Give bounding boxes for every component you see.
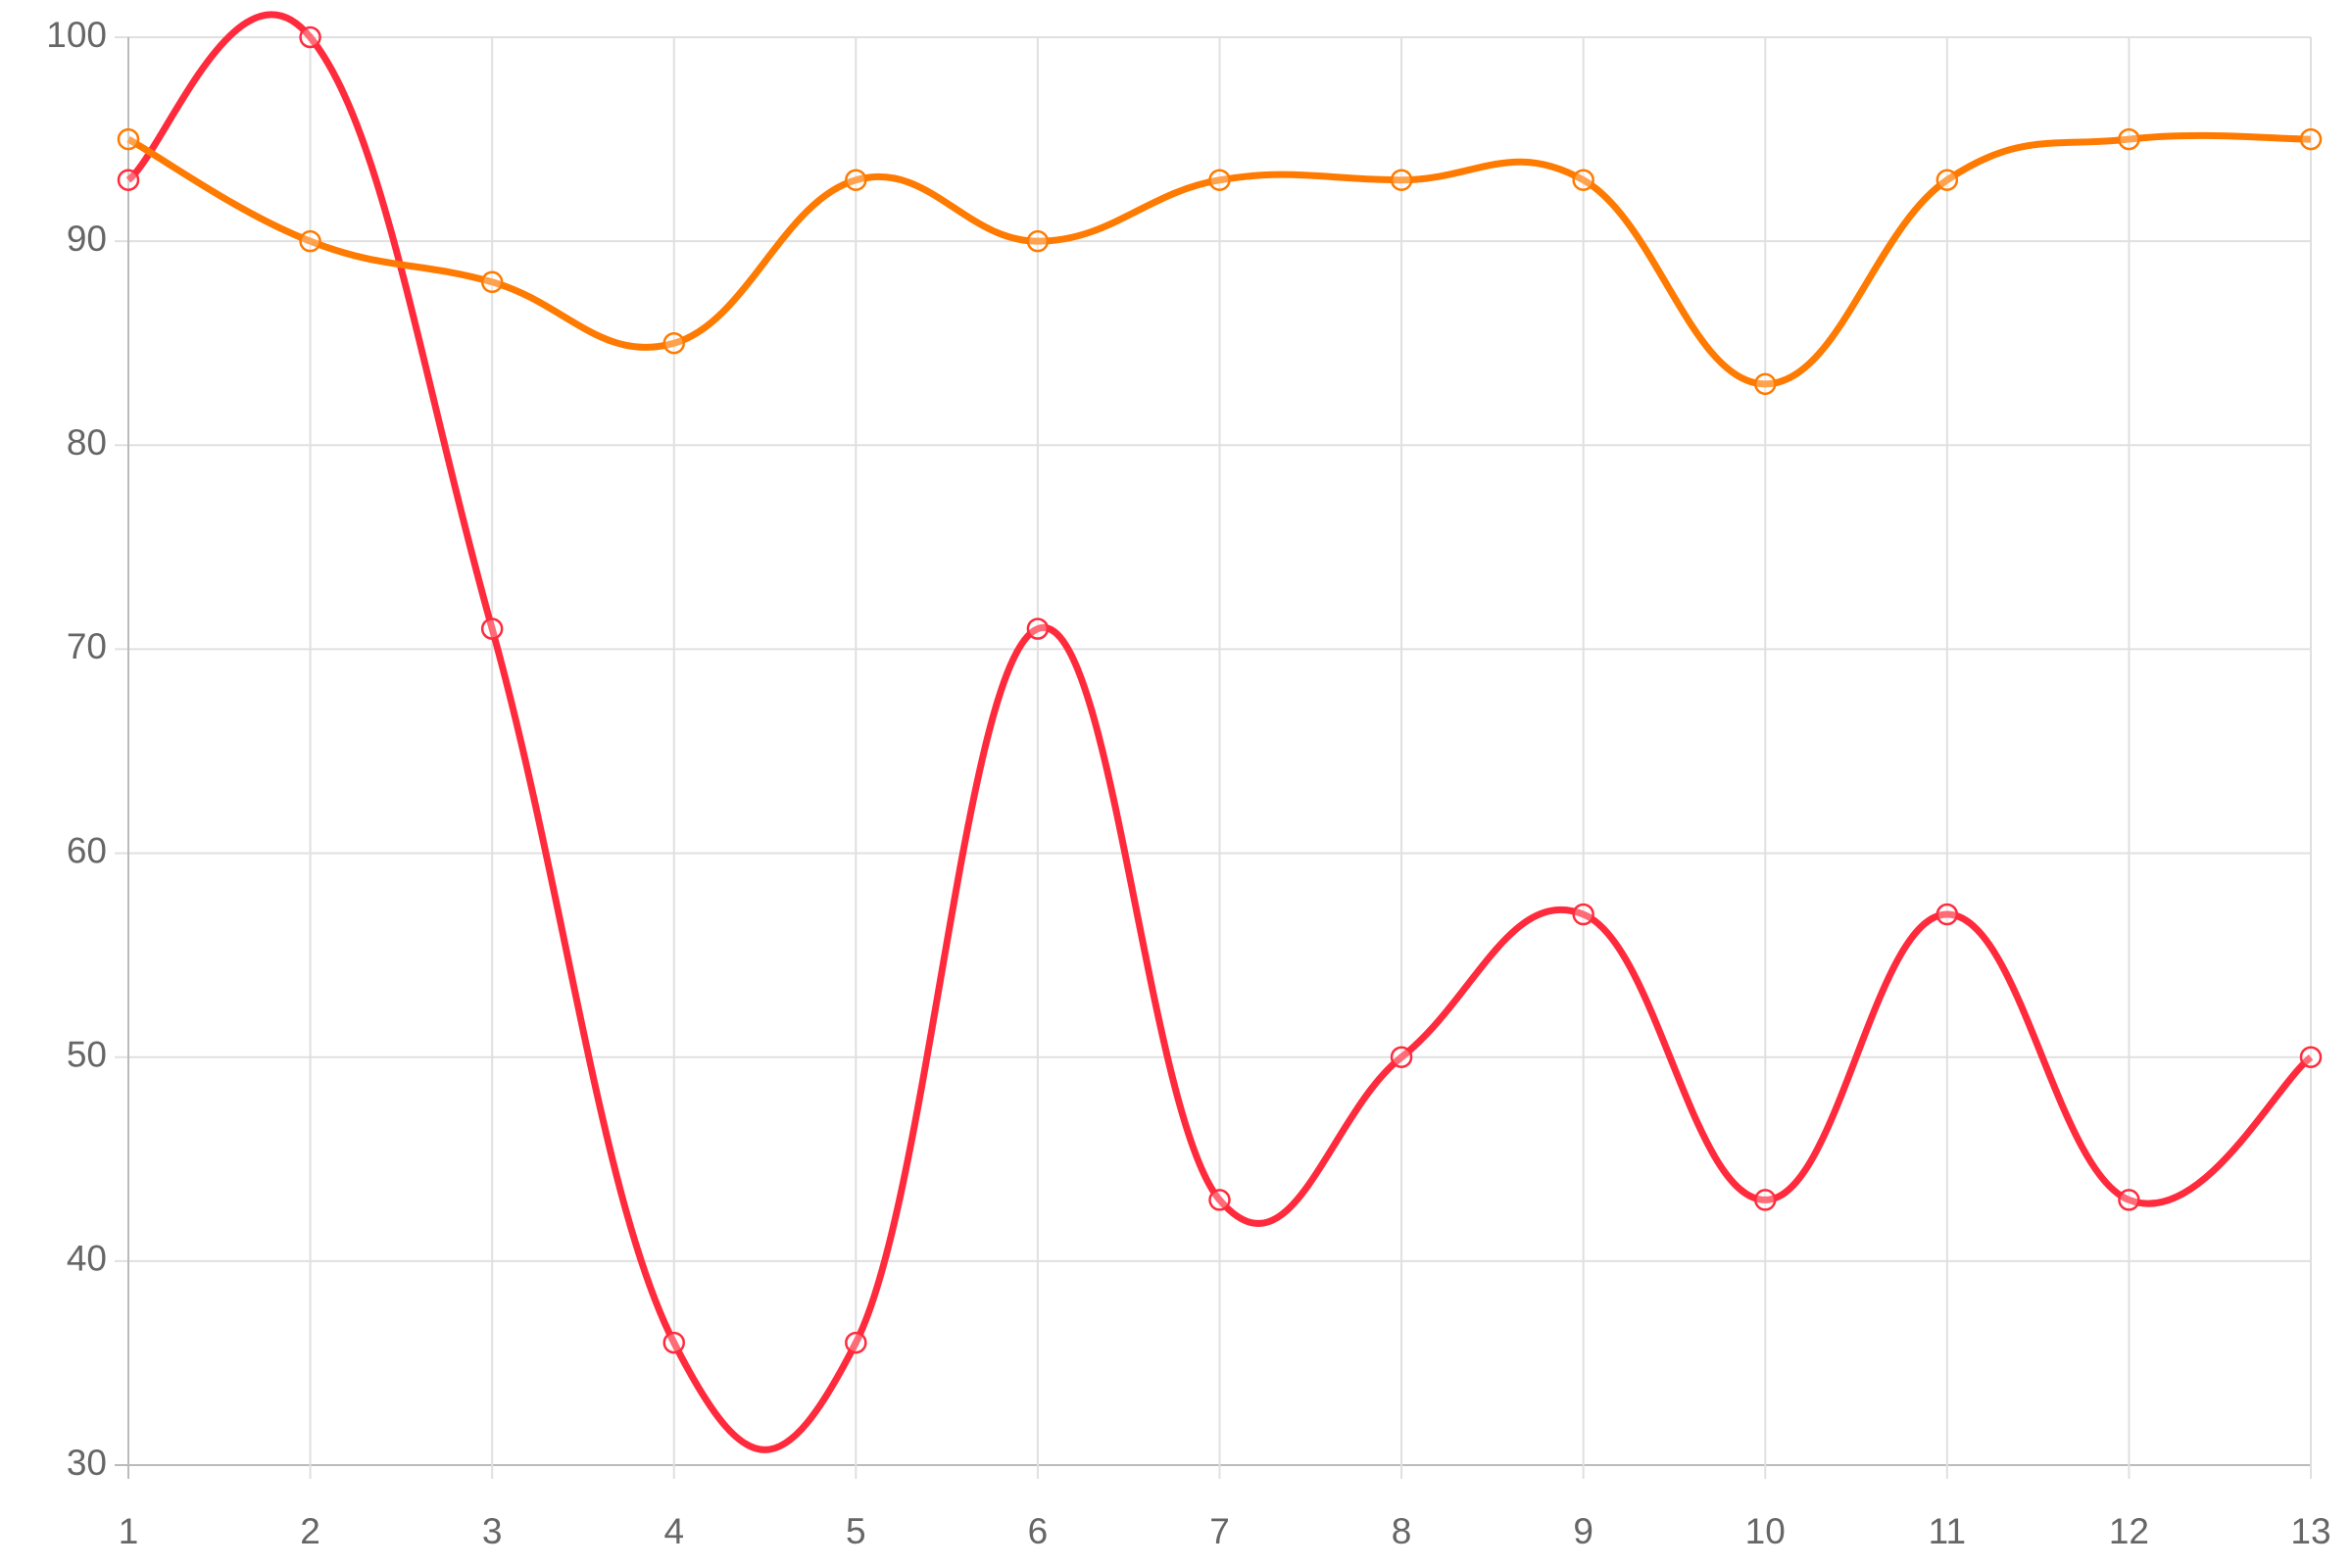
point [1026, 229, 1050, 253]
point [1390, 169, 1413, 191]
y-tick-label: 90 [67, 219, 107, 259]
y-tick-label: 80 [67, 422, 107, 463]
x-tick-label: 6 [1028, 1511, 1049, 1551]
point [2299, 1046, 2323, 1068]
point [1754, 372, 1777, 396]
y-tick-label: 50 [67, 1034, 107, 1074]
x-tick-label: 13 [2290, 1511, 2330, 1551]
point [2118, 127, 2140, 151]
x-tick-label: 11 [1929, 1511, 1966, 1551]
point [1208, 169, 1231, 191]
y-tick-label: 30 [67, 1443, 107, 1483]
x-tick-label: 10 [1745, 1511, 1786, 1551]
x-tick-label: 5 [846, 1511, 866, 1551]
point [480, 617, 504, 640]
point [845, 169, 867, 191]
point [1936, 903, 1959, 926]
x-tick-label: 2 [300, 1511, 320, 1551]
point [299, 229, 321, 253]
x-tick-label: 9 [1573, 1511, 1593, 1551]
point [662, 1331, 685, 1354]
point [845, 1331, 867, 1354]
point [1754, 1189, 1777, 1211]
y-tick-label: 70 [67, 626, 107, 666]
point [1572, 903, 1594, 926]
point [1208, 1189, 1231, 1211]
x-tick-label: 12 [2109, 1511, 2149, 1551]
series-line [126, 131, 2312, 388]
point [1390, 1046, 1413, 1068]
point [662, 331, 685, 355]
point [2118, 1189, 2140, 1211]
x-tick-label: 4 [663, 1511, 684, 1551]
point [1026, 617, 1050, 640]
x-tick-label: 3 [482, 1511, 503, 1551]
point [2299, 127, 2323, 151]
x-tick-label: 7 [1209, 1511, 1230, 1551]
y-tick-label: 40 [67, 1239, 107, 1279]
series-line [125, 11, 2314, 1453]
x-tick-label: 1 [119, 1511, 139, 1551]
point [480, 270, 504, 294]
y-tick-label: 60 [67, 830, 107, 870]
point [117, 169, 140, 191]
point [299, 25, 321, 49]
point [1572, 169, 1594, 191]
point [1936, 169, 1959, 191]
x-tick-label: 8 [1392, 1511, 1412, 1551]
point [117, 127, 140, 151]
y-tick-label: 100 [46, 15, 107, 55]
